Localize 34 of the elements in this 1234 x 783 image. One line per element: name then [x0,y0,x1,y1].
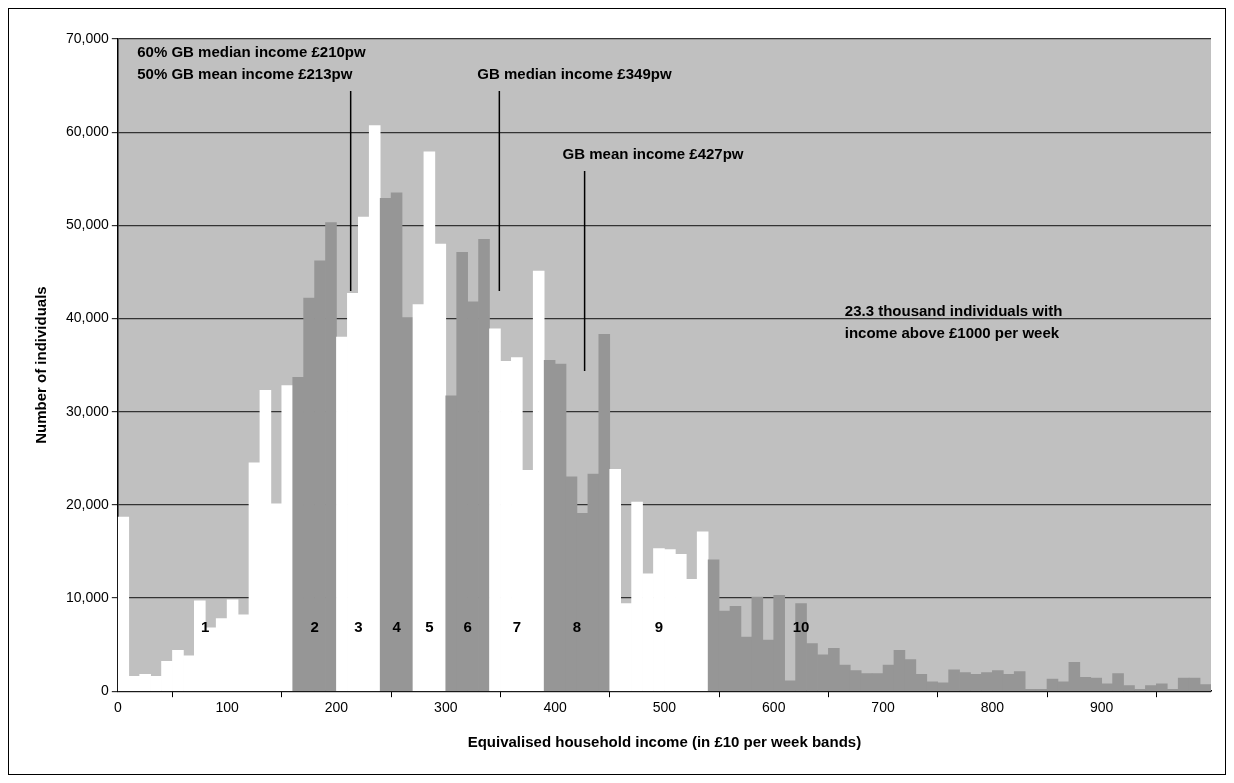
y-tick-label: 70,000 [65,29,110,46]
y-tick-label: 20,000 [65,495,110,512]
x-axis-title: Equivalised household income (in £10 per week bands) [467,733,862,751]
y-axis-title: Number of individuals [32,286,50,444]
annotation: 1 [201,618,210,636]
x-tick-label: 400 [543,699,567,716]
annotation: 9 [654,618,664,636]
x-tick-label: 600 [762,699,786,716]
annotation: 23.3 thousand individuals with income above £1000 per week [844,302,1063,342]
y-tick-label: 50,000 [65,216,110,233]
annotation: 8 [572,618,582,636]
annotation: 6 [463,618,472,636]
x-tick-label: 0 [113,699,122,716]
annotation: 7 [512,618,521,636]
annotation: 10 [792,618,810,636]
annotation: 4 [392,618,402,636]
x-tick-label: 900 [1090,699,1114,716]
x-tick-label: 700 [871,699,895,716]
annotation: 5 [425,618,434,636]
x-tick-label: 300 [434,699,458,716]
annotation: 3 [354,618,363,636]
y-tick-label: 60,000 [65,123,110,140]
y-tick-label: 10,000 [65,588,110,605]
x-tick-label: 500 [652,699,677,716]
y-tick-label: 30,000 [65,402,110,419]
y-tick-label: 40,000 [65,309,110,326]
y-tick-label: 0 [101,682,110,699]
ref-line-label: GB mean income £427pw [562,145,744,162]
ref-line-label: 60% GB median income £210pw 50% GB mean income £213pw [137,43,366,82]
x-tick-label: 800 [980,699,1005,716]
ref-line-label: GB median income £349pw [477,65,672,82]
x-tick-label: 100 [215,699,240,716]
annotation: 2 [310,618,319,636]
x-tick-label: 200 [324,699,349,716]
